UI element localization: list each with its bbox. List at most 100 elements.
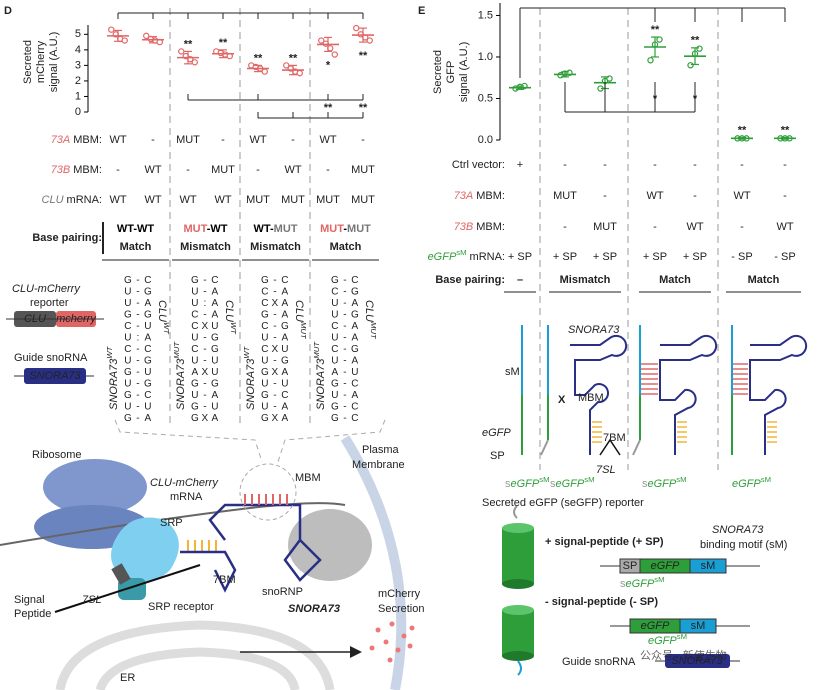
y-axis-label: signal (A.U.) [458, 42, 470, 103]
pairing-result: Match [120, 241, 152, 253]
diagram-label: 7BM [603, 432, 626, 444]
cell: WT [109, 134, 126, 146]
significance: ** [738, 124, 747, 136]
snora-strand: GCUUCUCUAGUGG [329, 275, 340, 425]
cell: - [116, 164, 120, 176]
data-point [331, 51, 338, 58]
row-label: 73B MBM: [454, 221, 505, 233]
label: CLU [24, 313, 46, 325]
row-label-part: 73B [454, 221, 474, 233]
strand-label: CLUWT [156, 300, 171, 335]
cell: - [653, 221, 657, 233]
product-label: seGFPsM [642, 475, 686, 490]
y-axis-label: signal (A.U.) [48, 32, 60, 93]
product-label-part: sM [677, 632, 687, 641]
pairing-result: Match [748, 274, 780, 286]
diagram-label: X [558, 394, 566, 406]
cell: - [693, 190, 697, 202]
pairing-genotype-part: - [270, 223, 274, 235]
product-label: eGFPsM [648, 632, 687, 647]
significance: ** [184, 38, 193, 50]
strand-label-part: WT [105, 345, 114, 358]
diagram-label: SNORA73 [288, 603, 340, 615]
pairing-genotype: WT-MUT [254, 223, 298, 235]
strand-label-part: CLU [223, 300, 235, 322]
data-point [283, 62, 290, 69]
cell: WT [319, 134, 336, 146]
cell: - [603, 159, 607, 171]
reporter-label: eGFP [651, 560, 680, 572]
cell: MUT [211, 164, 235, 176]
pairing-genotype-part: MUT [347, 223, 371, 235]
strand-label-part: MUT [299, 322, 308, 340]
strand-label-part: SNORA73 [315, 358, 327, 410]
product-label: seGFPsM [620, 575, 664, 590]
product-label-part: eGFP [556, 478, 585, 490]
panel-label: D [4, 5, 12, 17]
label: CLU-mCherry [12, 283, 81, 295]
strand-label-part: WT [162, 322, 171, 335]
pairing-result: Mismatch [560, 274, 611, 286]
reporter-label: Guide snoRNA [562, 656, 636, 668]
product-label-part: sM [654, 575, 664, 584]
data-point [318, 37, 325, 44]
label: SNORA73 [29, 370, 81, 382]
cell: WT [776, 221, 793, 233]
cell: - [740, 159, 744, 171]
product-label-part: eGFP [732, 478, 761, 490]
reporter-label: - signal-peptide (- SP) [545, 596, 658, 608]
strand-label: CLUMUT [293, 300, 308, 340]
pairing-result: Match [330, 241, 362, 253]
label: reporter [30, 297, 69, 309]
strand-label-part: SNORA73 [108, 358, 120, 410]
cell: WT [686, 221, 703, 233]
row-label: Ctrl vector: [452, 159, 505, 171]
data-point [696, 45, 703, 52]
e-diagrams [521, 325, 808, 456]
row-label-part: 73A [454, 190, 474, 202]
strand-label-part: WT [229, 322, 238, 335]
cell: MUT [553, 190, 577, 202]
diagram-label: Plasma [362, 444, 400, 456]
strand-label-part: CLU [363, 300, 375, 322]
separators-d [169, 8, 719, 470]
strand-label-part: CLU [293, 300, 305, 322]
pairing-marks: ------------- [339, 275, 350, 425]
product-label-part: s [620, 578, 626, 590]
row-label-part: MBM: [73, 164, 102, 176]
product-label-part: s [550, 478, 556, 490]
watermark: 公众号 · 新使生物 [640, 648, 727, 662]
diagram-label: Secretion [378, 603, 424, 615]
cell: WT [109, 194, 126, 206]
panel-label: E [418, 5, 425, 17]
diagram-label: ER [120, 672, 135, 684]
cell: - [326, 164, 330, 176]
cell: - [693, 159, 697, 171]
diagram-label: MBM [578, 392, 604, 404]
pairing-genotype-part: MUT [274, 223, 298, 235]
cell: - [361, 134, 365, 146]
product-label: seGFPsM [505, 475, 549, 490]
reporter-shapes [502, 505, 760, 676]
cell: + SP [508, 251, 532, 263]
diagram-label: MBM [295, 472, 321, 484]
cell: WT [646, 190, 663, 202]
row-label-part: mRNA: [470, 251, 505, 263]
row-label-part: mRNA: [67, 194, 102, 206]
snora-strand: GUUCCUCUAGUGG [189, 275, 200, 425]
cell: - [186, 164, 190, 176]
pairing-marks: -----:------- [132, 275, 143, 425]
y-tick-label: 1.5 [478, 9, 493, 21]
diagram-label: SRP receptor [148, 601, 214, 613]
cell: + SP [683, 251, 707, 263]
pairing-genotype-part: - [207, 223, 211, 235]
pairing-result: Mismatch [250, 241, 301, 253]
reporter-label: binding motif (sM) [700, 539, 787, 551]
significance: ** [254, 52, 263, 64]
product-label-part: sM [676, 475, 686, 484]
data-point [687, 62, 694, 69]
row-label-part: MBM: [476, 221, 505, 233]
row-label: eGFPsM mRNA: [428, 248, 505, 263]
data-point [353, 24, 360, 32]
